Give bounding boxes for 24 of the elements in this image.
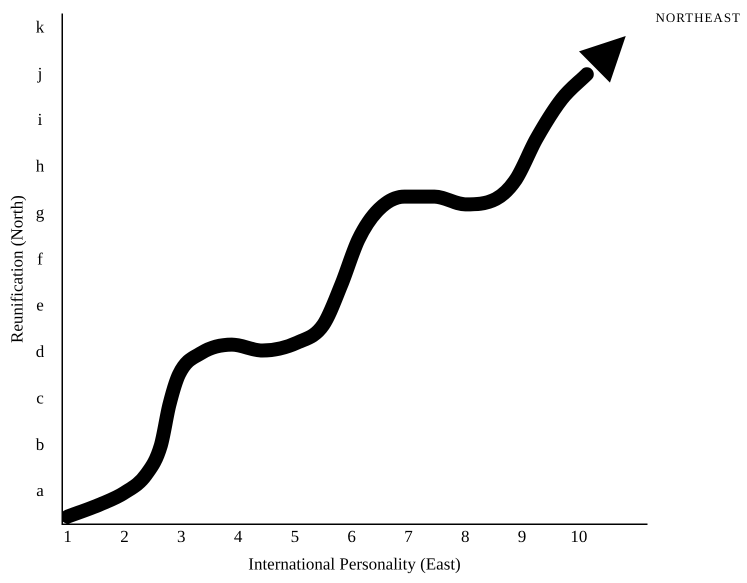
x-axis-title: International Personality (East) bbox=[248, 554, 461, 574]
x-tick-label: 5 bbox=[290, 526, 300, 546]
text: d bbox=[36, 342, 45, 362]
text: j bbox=[36, 64, 42, 83]
text: NORTHEAST bbox=[656, 10, 741, 26]
x-tick-label: 9 bbox=[518, 526, 526, 546]
text: a bbox=[36, 481, 44, 500]
x-tick-label: 6 bbox=[347, 526, 356, 546]
x-tick-label: 1 bbox=[63, 526, 72, 546]
y-axis-title: Reunification (North) bbox=[8, 195, 27, 343]
text: b bbox=[36, 434, 44, 454]
x-tick-label: 8 bbox=[461, 526, 470, 546]
x-tick-label: 2 bbox=[120, 526, 129, 546]
x-tick-label: 10 bbox=[570, 526, 588, 546]
text: g bbox=[36, 202, 45, 222]
text: k bbox=[36, 17, 45, 36]
x-tick-label: 3 bbox=[177, 526, 186, 546]
text: h bbox=[36, 156, 45, 176]
x-tick-label: 7 bbox=[404, 526, 414, 546]
text: e bbox=[36, 296, 44, 315]
x-tick-label: 4 bbox=[234, 526, 243, 546]
text: c bbox=[36, 388, 44, 408]
text: f bbox=[37, 249, 44, 268]
text: i bbox=[38, 110, 43, 130]
